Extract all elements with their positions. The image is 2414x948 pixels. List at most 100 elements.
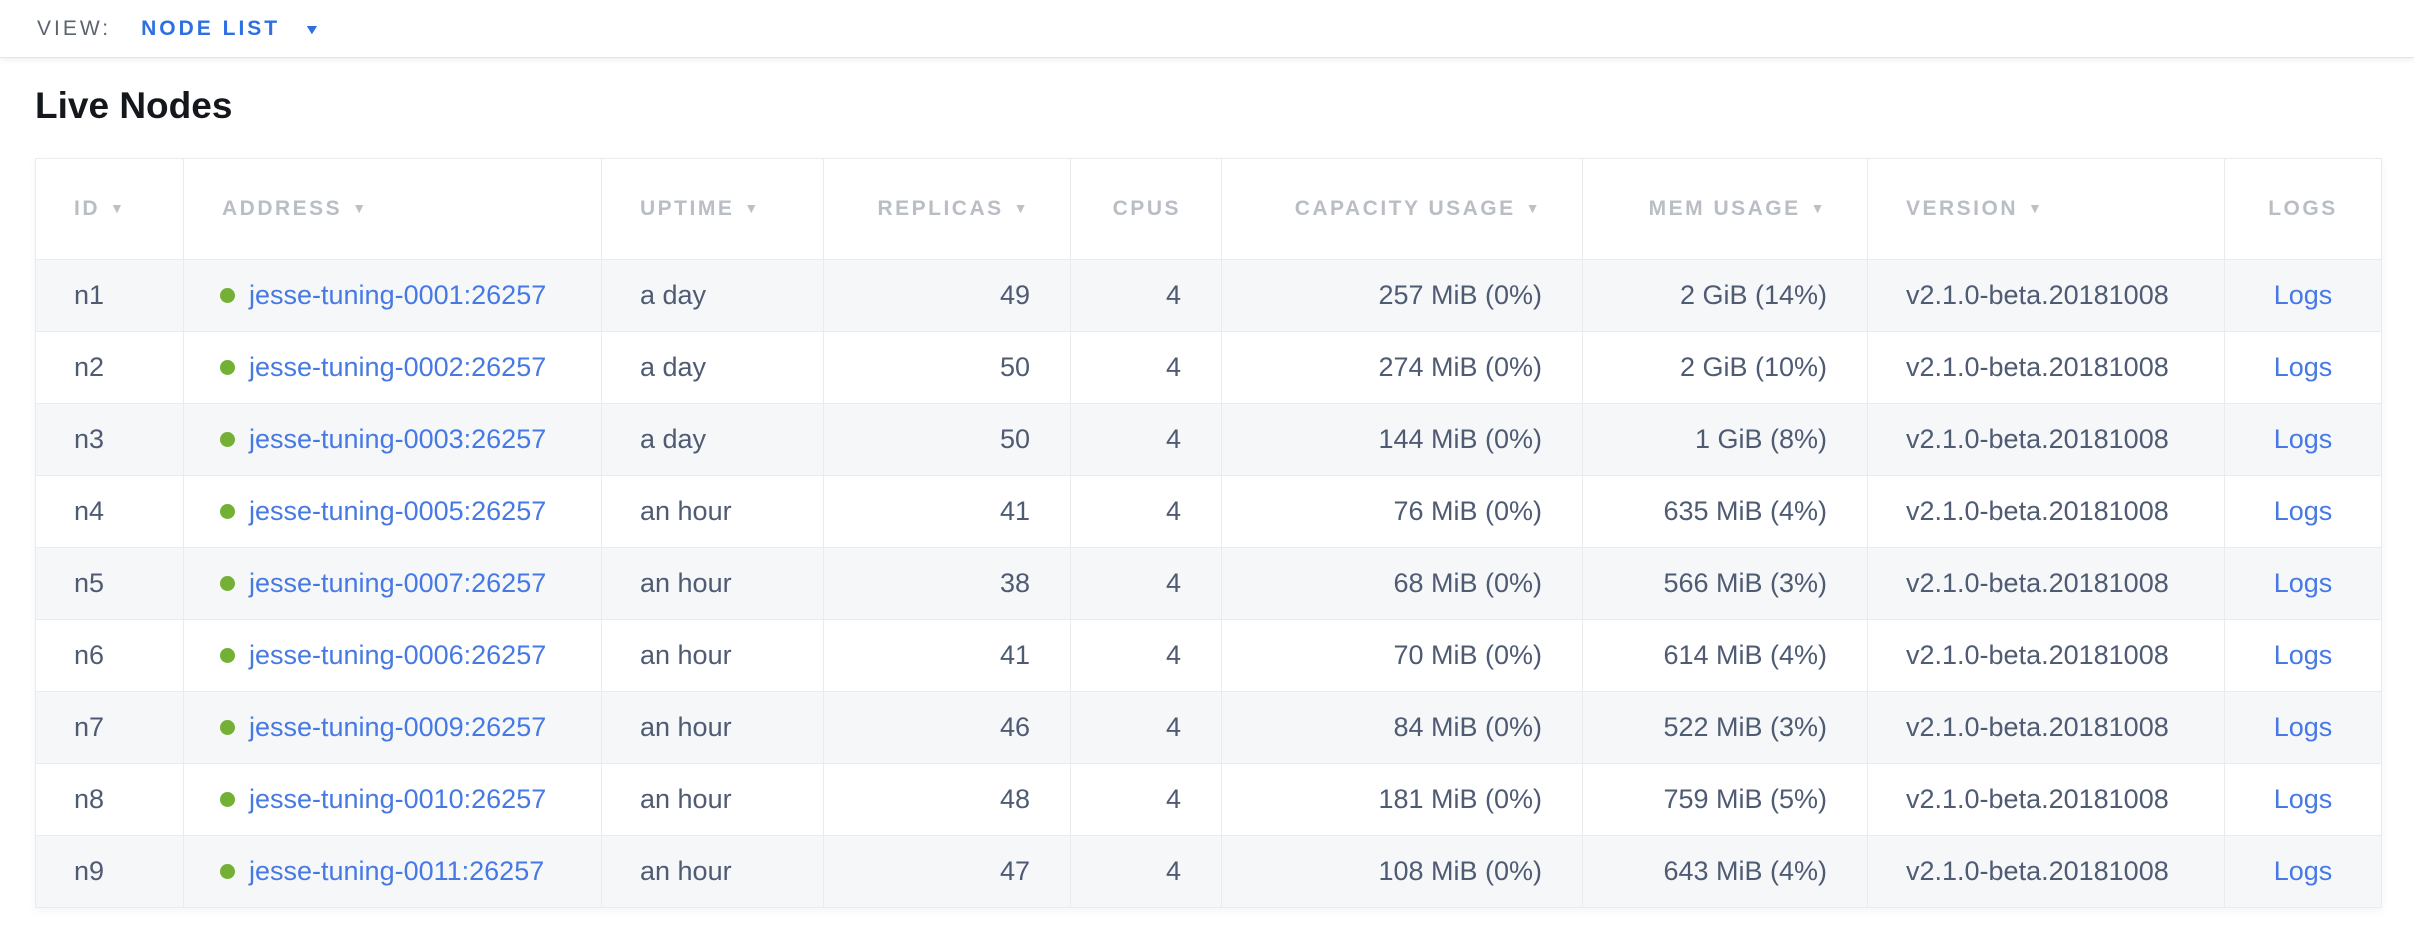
address-cell: jesse-tuning-0006:26257	[183, 619, 602, 692]
version-cell: v2.1.0-beta.20181008	[1867, 835, 2225, 908]
column-header-id[interactable]: ID ▼	[35, 158, 184, 260]
replicas-cell: 38	[823, 547, 1071, 620]
version-cell: v2.1.0-beta.20181008	[1867, 331, 2225, 404]
logs-cell: Logs	[2224, 547, 2382, 620]
column-header-address[interactable]: ADDRESS ▼	[183, 158, 602, 260]
logs-link[interactable]: Logs	[2273, 856, 2333, 886]
address-link[interactable]: jesse-tuning-0007:26257	[249, 568, 547, 598]
logs-link[interactable]: Logs	[2273, 640, 2333, 670]
replicas-cell: 50	[823, 331, 1071, 404]
version-cell: v2.1.0-beta.20181008	[1867, 475, 2225, 548]
view-label: VIEW:	[37, 16, 112, 40]
column-header-capacity-usage[interactable]: CAPACITY USAGE ▼	[1221, 158, 1583, 260]
view-bar: VIEW: NODE LIST ▼	[0, 0, 2414, 58]
replicas-cell: 41	[823, 619, 1071, 692]
sort-desc-icon: ▼	[744, 200, 761, 216]
mem-usage-cell: 635 MiB (4%)	[1582, 475, 1868, 548]
mem-usage-cell: 2 GiB (14%)	[1582, 259, 1868, 332]
node-id-cell: n1	[35, 259, 184, 332]
sort-desc-icon: ▼	[1013, 200, 1030, 216]
cpus-cell: 4	[1070, 547, 1222, 620]
address-link[interactable]: jesse-tuning-0010:26257	[249, 784, 547, 814]
capacity-usage-cell: 68 MiB (0%)	[1221, 547, 1583, 620]
version-cell: v2.1.0-beta.20181008	[1867, 403, 2225, 476]
address-link[interactable]: jesse-tuning-0002:26257	[249, 352, 547, 382]
cpus-cell: 4	[1070, 331, 1222, 404]
logs-link[interactable]: Logs	[2273, 280, 2333, 310]
node-status-icon	[220, 432, 235, 447]
node-id-cell: n3	[35, 403, 184, 476]
logs-cell: Logs	[2224, 403, 2382, 476]
logs-cell: Logs	[2224, 763, 2382, 836]
version-cell: v2.1.0-beta.20181008	[1867, 547, 2225, 620]
address-link[interactable]: jesse-tuning-0006:26257	[249, 640, 547, 670]
uptime-cell: an hour	[601, 763, 824, 836]
node-status-icon	[220, 288, 235, 303]
live-nodes-table-container: ID ▼ ADDRESS ▼ UPTIME ▼ REPLICAS ▼ CPUS CAPA…	[35, 158, 2382, 908]
logs-cell: Logs	[2224, 619, 2382, 692]
capacity-usage-cell: 108 MiB (0%)	[1221, 835, 1583, 908]
chevron-down-icon: ▼	[303, 20, 321, 37]
uptime-cell: a day	[601, 259, 824, 332]
version-cell: v2.1.0-beta.20181008	[1867, 259, 2225, 332]
replicas-cell: 50	[823, 403, 1071, 476]
logs-link[interactable]: Logs	[2273, 424, 2333, 454]
view-selected-value: NODE LIST	[141, 16, 281, 40]
logs-link[interactable]: Logs	[2273, 568, 2333, 598]
table-row: n4 jesse-tuning-0005:26257 an hour 41 4 …	[35, 475, 2382, 548]
node-status-icon	[220, 792, 235, 807]
logs-link[interactable]: Logs	[2273, 352, 2333, 382]
mem-usage-cell: 2 GiB (10%)	[1582, 331, 1868, 404]
logs-cell: Logs	[2224, 691, 2382, 764]
address-link[interactable]: jesse-tuning-0009:26257	[249, 712, 547, 742]
node-id-cell: n8	[35, 763, 184, 836]
cpus-cell: 4	[1070, 619, 1222, 692]
replicas-cell: 46	[823, 691, 1071, 764]
address-link[interactable]: jesse-tuning-0003:26257	[249, 424, 547, 454]
logs-cell: Logs	[2224, 835, 2382, 908]
logs-link[interactable]: Logs	[2273, 712, 2333, 742]
sort-desc-icon: ▼	[352, 200, 369, 216]
address-link[interactable]: jesse-tuning-0001:26257	[249, 280, 547, 310]
view-selector-dropdown[interactable]: NODE LIST ▼	[141, 16, 321, 41]
mem-usage-cell: 566 MiB (3%)	[1582, 547, 1868, 620]
uptime-cell: an hour	[601, 619, 824, 692]
capacity-usage-cell: 274 MiB (0%)	[1221, 331, 1583, 404]
cpus-cell: 4	[1070, 475, 1222, 548]
table-row: n8 jesse-tuning-0010:26257 an hour 48 4 …	[35, 763, 2382, 836]
address-cell: jesse-tuning-0007:26257	[183, 547, 602, 620]
sort-desc-icon: ▼	[2028, 200, 2045, 216]
address-link[interactable]: jesse-tuning-0005:26257	[249, 496, 547, 526]
replicas-cell: 48	[823, 763, 1071, 836]
capacity-usage-cell: 181 MiB (0%)	[1221, 763, 1583, 836]
version-cell: v2.1.0-beta.20181008	[1867, 691, 2225, 764]
logs-cell: Logs	[2224, 475, 2382, 548]
uptime-cell: an hour	[601, 547, 824, 620]
cpus-cell: 4	[1070, 691, 1222, 764]
version-cell: v2.1.0-beta.20181008	[1867, 619, 2225, 692]
node-status-icon	[220, 504, 235, 519]
table-row: n1 jesse-tuning-0001:26257 a day 49 4 25…	[35, 259, 2382, 332]
column-header-version[interactable]: VERSION ▼	[1867, 158, 2225, 260]
logs-link[interactable]: Logs	[2273, 496, 2333, 526]
address-link[interactable]: jesse-tuning-0011:26257	[249, 856, 545, 886]
address-cell: jesse-tuning-0002:26257	[183, 331, 602, 404]
capacity-usage-cell: 76 MiB (0%)	[1221, 475, 1583, 548]
logs-link[interactable]: Logs	[2273, 784, 2333, 814]
column-header-cpus: CPUS	[1070, 158, 1222, 260]
cpus-cell: 4	[1070, 259, 1222, 332]
table-row: n9 jesse-tuning-0011:26257 an hour 47 4 …	[35, 835, 2382, 908]
node-id-cell: n9	[35, 835, 184, 908]
capacity-usage-cell: 144 MiB (0%)	[1221, 403, 1583, 476]
column-header-replicas[interactable]: REPLICAS ▼	[823, 158, 1071, 260]
column-header-uptime[interactable]: UPTIME ▼	[601, 158, 824, 260]
replicas-cell: 49	[823, 259, 1071, 332]
column-header-logs: LOGS	[2224, 158, 2382, 260]
cpus-cell: 4	[1070, 403, 1222, 476]
address-cell: jesse-tuning-0009:26257	[183, 691, 602, 764]
uptime-cell: a day	[601, 403, 824, 476]
column-header-mem-usage[interactable]: MEM USAGE ▼	[1582, 158, 1868, 260]
replicas-cell: 47	[823, 835, 1071, 908]
table-row: n2 jesse-tuning-0002:26257 a day 50 4 27…	[35, 331, 2382, 404]
node-id-cell: n7	[35, 691, 184, 764]
